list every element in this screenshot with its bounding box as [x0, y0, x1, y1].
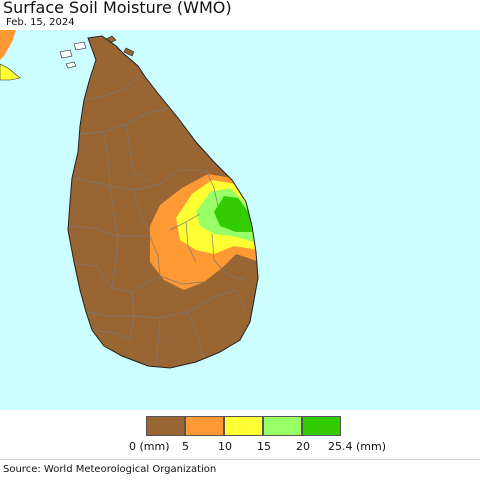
- islet: [123, 47, 135, 57]
- legend-swatch-5-10: [185, 416, 224, 436]
- legend-tick-20: 20: [296, 440, 310, 453]
- district-boundaries: [69, 75, 247, 365]
- legend-tick-5: 5: [182, 440, 189, 453]
- islet: [73, 41, 87, 51]
- island-outline: [67, 35, 259, 369]
- map-date: Feb. 15, 2024: [6, 17, 75, 28]
- footer: Source: World Meteorological Organizatio…: [0, 459, 480, 480]
- soil-moisture-map: [0, 30, 480, 410]
- islet: [59, 49, 73, 59]
- source-credit: Source: World Meteorological Organizatio…: [3, 464, 217, 475]
- islet: [65, 61, 77, 69]
- legend-tick-25-4: 25.4 (mm): [328, 440, 387, 453]
- moisture-bands: [150, 174, 258, 290]
- band-20-25: [214, 196, 252, 232]
- legend-swatch-15-20: [263, 416, 302, 436]
- legend-tick-0: 0 (mm): [129, 440, 170, 453]
- map-title: Surface Soil Moisture (WMO): [3, 0, 232, 17]
- legend-tick-10: 10: [218, 440, 232, 453]
- india-coast-yellow: [0, 63, 21, 81]
- legend-tick-15: 15: [257, 440, 271, 453]
- legend-swatch-10-15: [224, 416, 263, 436]
- legend-swatch-0-5: [146, 416, 185, 436]
- map-panel: [0, 30, 480, 410]
- legend-swatch-20-25: [302, 416, 341, 436]
- island-land: [68, 36, 258, 368]
- legend: 0 (mm) 5 10 15 20 25.4 (mm): [0, 414, 480, 456]
- india-coast-orange: [0, 30, 16, 60]
